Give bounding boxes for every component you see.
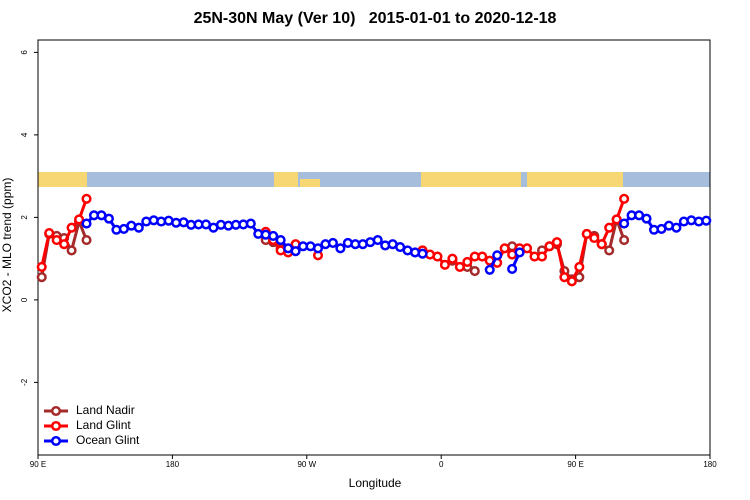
- data-point: [499, 243, 510, 254]
- data-point: [66, 222, 77, 233]
- data-point: [335, 243, 346, 254]
- data-point: [611, 214, 622, 225]
- data-point: [51, 235, 62, 246]
- data-point: [484, 264, 495, 275]
- x-axis-label: Longitude: [349, 476, 402, 490]
- land-band: [300, 179, 320, 187]
- data-point: [589, 232, 600, 244]
- data-point: [507, 263, 518, 275]
- data-point: [59, 239, 70, 250]
- y-tick-label: 6: [20, 50, 29, 55]
- data-point: [671, 222, 682, 233]
- data-point: [619, 218, 630, 229]
- legend-label: Land Nadir: [76, 403, 135, 417]
- y-tick-label: 0: [20, 297, 29, 302]
- data-point: [551, 237, 562, 248]
- data-point: [36, 261, 47, 272]
- data-point: [559, 272, 570, 283]
- data-point: [103, 213, 114, 224]
- data-point: [81, 193, 92, 204]
- data-point: [574, 261, 585, 272]
- data-point: [372, 235, 383, 246]
- x-tick-label: 90 W: [297, 460, 316, 469]
- data-point: [447, 253, 458, 264]
- legend-marker: [50, 420, 62, 432]
- legend-marker: [50, 435, 62, 447]
- data-point: [544, 241, 555, 252]
- data-point: [66, 245, 77, 256]
- legend-marker: [50, 405, 62, 417]
- data-point: [492, 250, 503, 261]
- legend-label: Ocean Glint: [76, 433, 140, 447]
- data-point: [44, 228, 55, 239]
- data-point: [641, 213, 652, 224]
- data-point: [268, 230, 279, 241]
- y-tick-label: 4: [20, 132, 29, 137]
- plot-frame: [37, 39, 711, 456]
- data-point: [596, 239, 607, 250]
- data-point: [566, 276, 577, 287]
- data-point: [74, 214, 85, 225]
- data-point: [312, 243, 324, 254]
- data-point: [536, 251, 548, 262]
- data-point: [619, 235, 630, 246]
- data-point: [290, 246, 301, 257]
- data-point: [81, 235, 92, 246]
- data-point: [462, 256, 473, 267]
- chart-title: 25N-30N May (Ver 10) 2015-01-01 to 2020-…: [194, 10, 557, 27]
- y-axis-label: XCO2 - MLO trend (ppm): [0, 178, 14, 313]
- map-strip: [38, 172, 710, 187]
- data-point: [619, 193, 630, 204]
- series-line: [85, 213, 707, 271]
- data-point: [604, 222, 615, 233]
- data-point: [81, 218, 92, 229]
- data-point: [454, 261, 465, 272]
- data-point: [581, 228, 592, 239]
- data-point: [514, 247, 525, 258]
- land-band: [274, 172, 298, 187]
- land-band: [421, 172, 521, 187]
- y-tick-label: -2: [20, 378, 29, 386]
- data-point: [469, 265, 480, 277]
- x-tick-label: 90 E: [30, 460, 46, 469]
- x-tick-label: 180: [166, 460, 180, 469]
- data-point: [327, 237, 338, 249]
- x-tick-label: 90 E: [567, 460, 583, 469]
- x-tick-label: 0: [439, 460, 444, 469]
- y-tick-label: 2: [20, 215, 29, 220]
- data-point: [133, 222, 144, 233]
- land-band: [38, 172, 87, 187]
- x-tick-label: 180: [703, 460, 717, 469]
- data-point: [275, 235, 286, 246]
- data-point: [522, 243, 533, 254]
- data-point: [477, 251, 488, 262]
- data-point: [432, 251, 443, 262]
- data-point: [245, 218, 256, 229]
- land-band: [527, 172, 623, 187]
- data-point: [604, 245, 615, 256]
- data-point: [439, 259, 450, 270]
- data-point: [417, 248, 428, 259]
- data-point: [701, 215, 712, 226]
- legend-label: Land Glint: [76, 418, 131, 432]
- data-point: [36, 272, 47, 283]
